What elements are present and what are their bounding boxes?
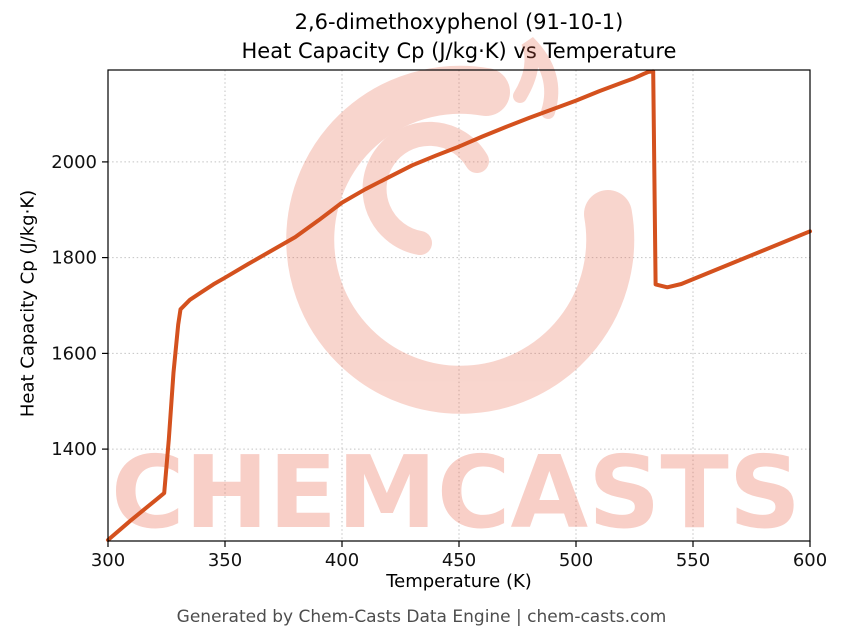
y-tick-label: 1400: [51, 439, 97, 460]
x-tick-label: 500: [559, 550, 593, 571]
x-tick-label: 450: [442, 550, 476, 571]
x-axis-label: Temperature (K): [386, 571, 532, 592]
watermark-text: CHEMCASTS: [111, 434, 801, 551]
x-tick-label: 350: [208, 550, 242, 571]
footer-credit: Generated by Chem-Casts Data Engine | ch…: [176, 607, 667, 627]
y-tick-label: 2000: [51, 152, 97, 173]
chemcasts-logo-watermark-icon: [286, 37, 635, 414]
chart-title: 2,6-dimethoxyphenol (91-10-1) Heat Capac…: [108, 8, 810, 67]
y-tick-label: 1600: [51, 343, 97, 364]
x-tick-label: 300: [91, 550, 125, 571]
chart-title-line2: Heat Capacity Cp (J/kg·K) vs Temperature: [241, 39, 677, 64]
cp-curve: [106, 69, 812, 542]
x-tick-label: 400: [325, 550, 359, 571]
y-tick-label: 1800: [51, 248, 97, 269]
chart-title-line1: 2,6-dimethoxyphenol (91-10-1): [294, 10, 624, 34]
x-tick-label: 550: [676, 550, 710, 571]
x-tick-label: 600: [793, 550, 827, 571]
y-axis-label: Heat Capacity Cp (J/kg·K): [17, 189, 39, 418]
